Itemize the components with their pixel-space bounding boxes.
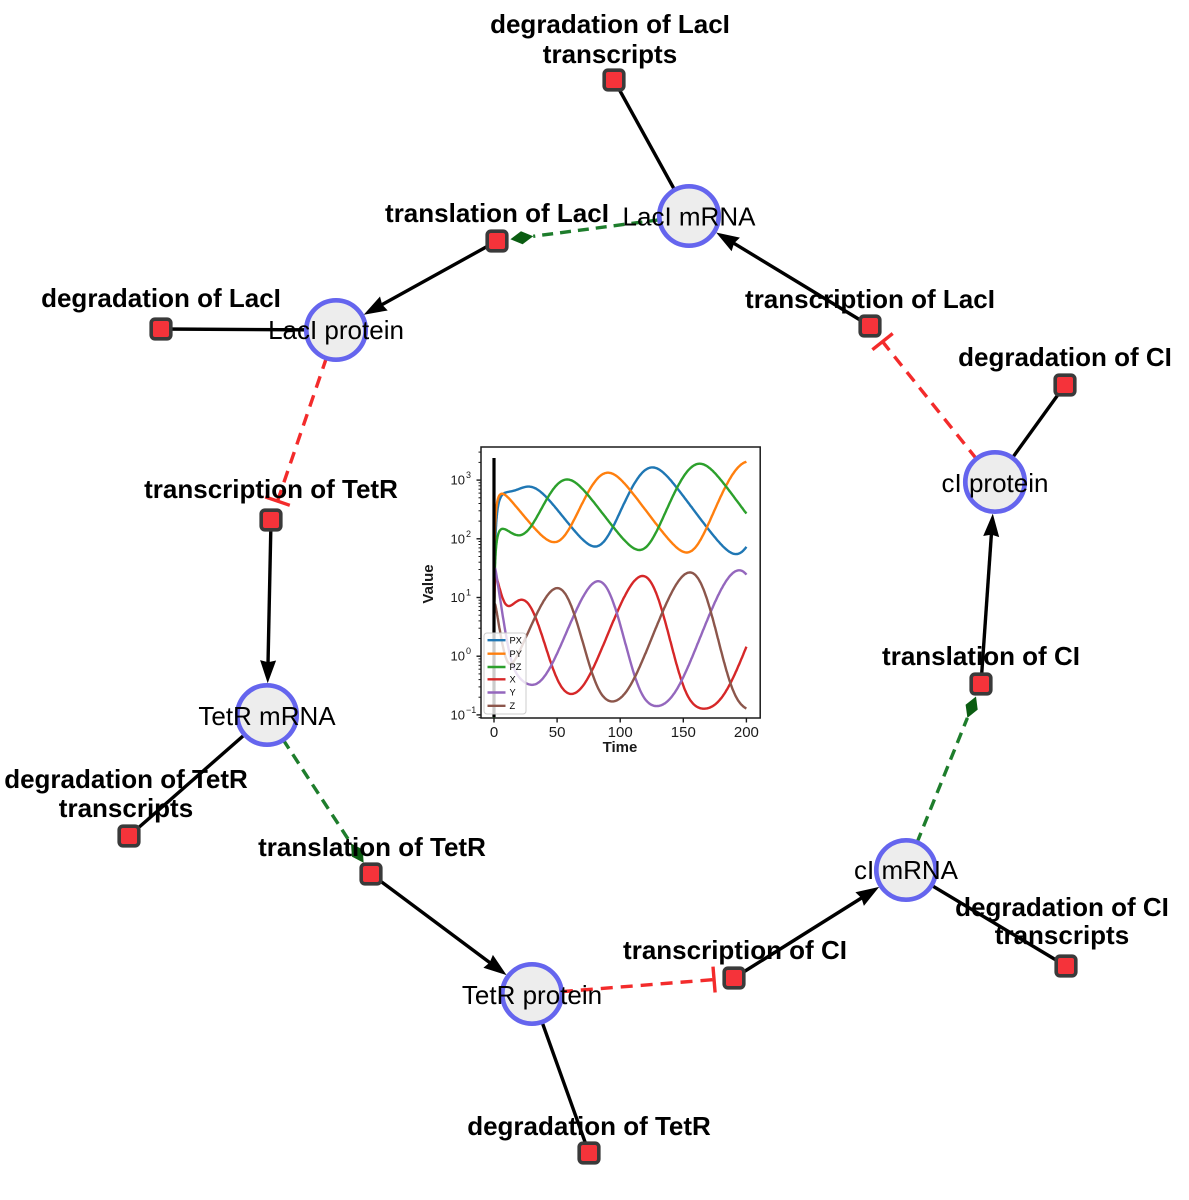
svg-text:TetR protein: TetR protein [462,980,602,1010]
svg-text:translation of LacI: translation of LacI [385,198,609,228]
svg-text:degradation of LacI: degradation of LacI [490,9,730,39]
svg-text:2: 2 [466,529,471,539]
svg-text:transcription of CI: transcription of CI [623,935,847,965]
svg-text:Z: Z [510,701,516,711]
svg-text:Value: Value [420,564,437,603]
svg-text:150: 150 [671,724,696,741]
svg-text:3: 3 [466,470,471,480]
svg-text:10: 10 [451,473,465,488]
svg-text:transcripts: transcripts [59,793,193,823]
svg-text:LacI protein: LacI protein [268,315,404,345]
svg-text:−1: −1 [466,705,476,715]
svg-text:PZ: PZ [510,662,522,672]
svg-text:1: 1 [466,588,471,598]
svg-text:0: 0 [466,646,471,656]
svg-text:PX: PX [510,635,522,645]
svg-text:10: 10 [451,590,465,605]
svg-text:100: 100 [608,724,633,741]
svg-text:degradation of CI: degradation of CI [955,892,1169,922]
svg-text:10: 10 [451,707,465,722]
svg-text:translation of TetR: translation of TetR [258,832,486,862]
svg-text:Y: Y [510,688,516,698]
svg-text:degradation of CI: degradation of CI [958,342,1172,372]
svg-text:PY: PY [510,649,522,659]
svg-text:translation of CI: translation of CI [882,641,1080,671]
svg-text:10: 10 [451,531,465,546]
svg-text:degradation of TetR: degradation of TetR [4,764,248,794]
svg-text:transcription of TetR: transcription of TetR [144,474,398,504]
svg-text:LacI mRNA: LacI mRNA [623,202,757,232]
svg-text:cI protein: cI protein [942,468,1049,498]
svg-text:TetR mRNA: TetR mRNA [198,701,336,731]
svg-text:transcription of LacI: transcription of LacI [745,284,995,314]
svg-text:cI mRNA: cI mRNA [854,855,959,885]
svg-text:degradation of TetR: degradation of TetR [467,1111,711,1141]
svg-text:200: 200 [734,724,759,741]
svg-text:X: X [510,675,516,685]
svg-text:transcripts: transcripts [995,920,1129,950]
svg-text:Time: Time [603,739,638,756]
svg-text:0: 0 [490,724,498,741]
svg-text:degradation of LacI: degradation of LacI [41,283,281,313]
svg-text:50: 50 [549,724,566,741]
svg-text:transcripts: transcripts [543,39,677,69]
svg-text:10: 10 [451,649,465,664]
